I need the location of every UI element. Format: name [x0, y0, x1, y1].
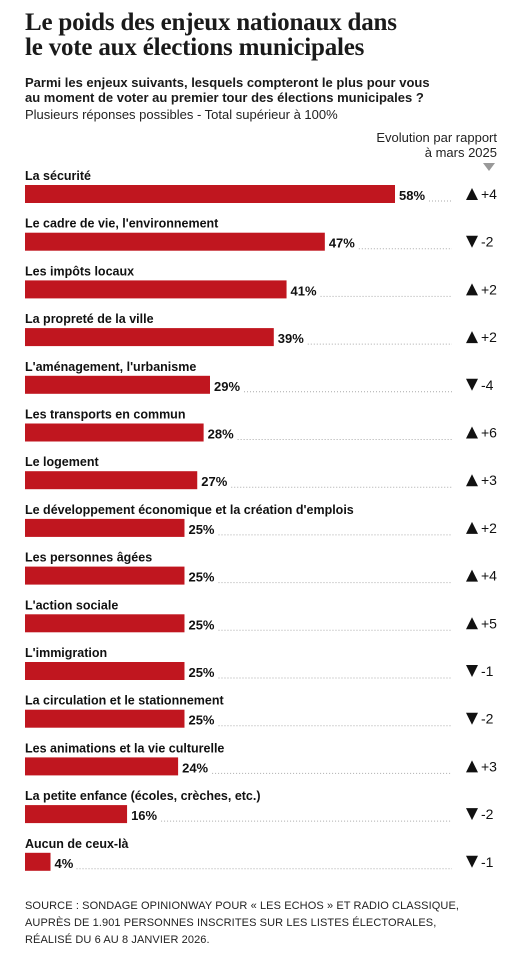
source-line1: SOURCE : SONDAGE OPINIONWAY POUR « LES E…: [25, 900, 460, 912]
chart-title-line1: Le poids des enjeux nationaux dans: [25, 9, 397, 36]
evolution-down-arrow-icon: [483, 163, 495, 171]
value-label: 25%: [188, 522, 214, 537]
chart-question-line1: Parmi les enjeux suivants, lesquels comp…: [25, 75, 430, 90]
change-label: -1: [481, 663, 494, 679]
bar: [25, 375, 210, 394]
bar: [25, 566, 185, 585]
value-label: 29%: [214, 379, 240, 394]
category-label: Le logement: [25, 455, 99, 469]
category-label: L'immigration: [25, 646, 107, 660]
value-label: 27%: [201, 474, 227, 489]
category-label: L'aménagement, l'urbanisme: [25, 360, 196, 374]
category-label: Les transports en commun: [25, 408, 185, 422]
evolution-header: Evolution par rapport à mars 2025: [337, 130, 497, 160]
value-label: 28%: [208, 427, 234, 442]
value-label: 25%: [188, 617, 214, 632]
source-note: SOURCE : SONDAGE OPINIONWAY POUR « LES E…: [25, 898, 495, 949]
bar: [25, 328, 274, 347]
category-label: Le développement économique et la créati…: [25, 503, 354, 517]
category-label: Aucun de ceux-là: [25, 837, 129, 851]
chart-title-line2: le vote aux élections municipales: [25, 34, 365, 61]
change-up-arrow-icon: [466, 188, 478, 200]
value-label: 25%: [188, 570, 214, 585]
value-label: 16%: [131, 808, 157, 823]
change-label: -4: [481, 377, 494, 393]
chart-title: Le poids des enjeux nationaux dans le vo…: [25, 10, 495, 60]
value-label: 39%: [278, 331, 304, 346]
bar: [25, 757, 179, 776]
category-label: La petite enfance (écoles, crèches, etc.…: [25, 789, 261, 803]
chart-note: Plusieurs réponses possibles - Total sup…: [25, 107, 338, 122]
evolution-header-line1: Evolution par rapport: [376, 130, 497, 145]
change-down-arrow-icon: [466, 855, 478, 868]
change-down-arrow-icon: [466, 235, 478, 248]
bar: [25, 805, 128, 824]
change-label: +3: [481, 758, 497, 774]
change-up-arrow-icon: [466, 569, 478, 582]
source-line3: RÉALISÉ DU 6 AU 8 JANVIER 2026.: [25, 934, 210, 946]
value-label: 25%: [188, 713, 214, 728]
change-down-arrow-icon: [466, 665, 478, 677]
bar: [25, 662, 185, 680]
change-down-arrow-icon: [466, 712, 478, 725]
change-label: +2: [481, 329, 497, 345]
change-label: +2: [481, 520, 497, 536]
category-label: L'action sociale: [25, 598, 118, 612]
change-label: +2: [481, 281, 497, 297]
change-label: +3: [481, 472, 497, 488]
category-label: La sécurité: [25, 169, 91, 183]
value-label: 47%: [329, 236, 355, 251]
category-label: Les impôts locaux: [25, 264, 134, 278]
bar: [25, 423, 204, 442]
bar: [25, 518, 185, 537]
change-label: +4: [481, 568, 497, 584]
category-label: Les personnes âgées: [25, 551, 152, 565]
change-up-arrow-icon: [466, 331, 478, 344]
change-up-arrow-icon: [466, 426, 478, 439]
bar: [25, 709, 185, 728]
category-label: Les animations et la vie culturelle: [25, 741, 224, 755]
evolution-header-line2: à mars 2025: [424, 145, 497, 160]
change-up-arrow-icon: [466, 474, 478, 487]
change-up-arrow-icon: [466, 617, 478, 630]
change-down-arrow-icon: [466, 808, 478, 821]
value-label: 24%: [182, 760, 208, 775]
change-label: +4: [481, 186, 497, 202]
category-label: La circulation et le stationnement: [25, 694, 224, 708]
value-label: 41%: [291, 283, 317, 298]
change-down-arrow-icon: [466, 378, 478, 391]
bar: [25, 471, 198, 490]
bar: [25, 185, 395, 203]
source-line2: AUPRÈS DE 1.901 PERSONNES INSCRITES SUR …: [25, 917, 437, 929]
change-up-arrow-icon: [466, 283, 478, 296]
change-label: -1: [481, 854, 494, 870]
change-label: -2: [481, 234, 494, 250]
change-label: +6: [481, 425, 497, 441]
bar: [25, 852, 51, 871]
bar: [25, 232, 325, 251]
value-label: 58%: [399, 188, 425, 203]
change-up-arrow-icon: [466, 521, 478, 534]
value-label: 25%: [188, 665, 214, 680]
category-label: Le cadre de vie, l'environnement: [25, 217, 219, 231]
chart-question-line2: au moment de voter au premier tour des é…: [25, 90, 424, 105]
bar: [25, 280, 287, 299]
category-label: La propreté de la ville: [25, 312, 154, 326]
change-label: +5: [481, 615, 497, 631]
value-label: 4%: [55, 856, 74, 871]
change-label: -2: [481, 711, 494, 727]
change-label: -2: [481, 806, 494, 822]
change-up-arrow-icon: [466, 760, 478, 773]
chart-question: Parmi les enjeux suivants, lesquels comp…: [25, 75, 505, 105]
bar-chart: La sécurité 58% +4 Le cadre de vie, l'envir…: [25, 169, 497, 871]
bar: [25, 614, 185, 633]
